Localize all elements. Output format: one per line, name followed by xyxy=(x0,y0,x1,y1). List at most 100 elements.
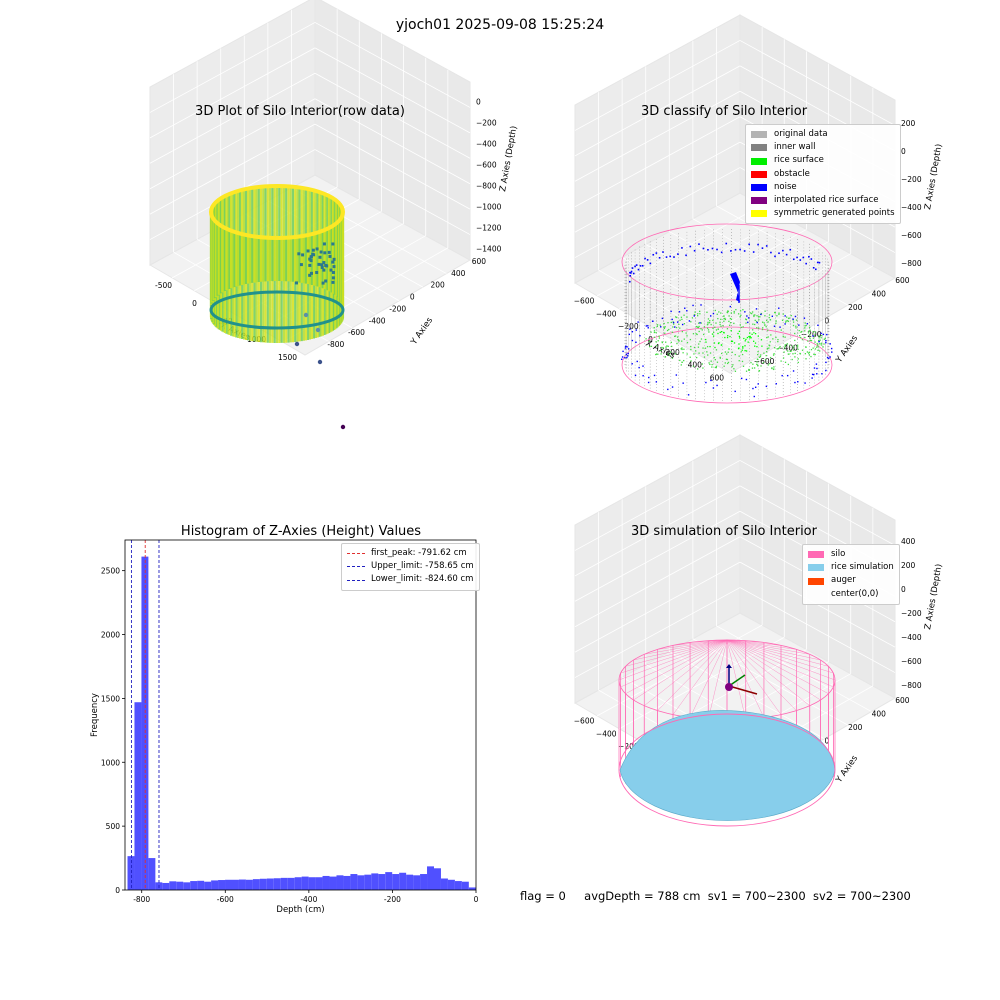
raw-obstacle-point xyxy=(320,265,324,269)
raw-top-ring xyxy=(209,184,345,240)
rice-surface-point xyxy=(716,313,718,315)
rice-surface-point xyxy=(796,346,799,348)
noise-point xyxy=(667,388,669,391)
rice-surface-point xyxy=(655,341,657,343)
rice-surface-point xyxy=(776,315,778,317)
noise-point xyxy=(810,258,813,260)
raw-obstacle-point xyxy=(306,249,310,253)
noise-point xyxy=(642,365,644,367)
rice-surface-point xyxy=(727,361,730,364)
noise-point xyxy=(744,311,746,313)
rice-surface-point xyxy=(759,316,761,318)
rice-surface-point xyxy=(775,336,777,339)
noise-point xyxy=(682,382,684,384)
rice-surface-point xyxy=(756,364,759,366)
noise-point xyxy=(797,381,799,383)
z-tick-label: −600 xyxy=(901,657,922,666)
y-axis-label: Y Axies xyxy=(834,753,861,785)
rice-surface-point xyxy=(807,332,810,334)
rice-surface-point xyxy=(683,323,686,325)
rice-surface-point xyxy=(820,337,822,339)
rice-surface-point xyxy=(714,359,716,361)
rice-surface-point xyxy=(809,339,812,341)
noise-point xyxy=(815,363,818,365)
rice-surface-point xyxy=(653,336,656,338)
x-tick-label: 0 xyxy=(192,299,197,308)
classify-legend: original data inner wall rice surface ob… xyxy=(745,124,901,225)
noise-point xyxy=(644,257,646,260)
rice-surface-point xyxy=(745,350,748,352)
noise-point xyxy=(825,361,827,364)
rice-surface-point xyxy=(695,333,697,335)
raw-obstacle-point xyxy=(320,263,324,267)
noise-point xyxy=(637,268,640,271)
noise-point xyxy=(775,383,777,385)
rice-surface-point xyxy=(714,346,716,349)
silo-roof-line xyxy=(726,639,797,711)
rice-surface-point xyxy=(764,358,767,361)
rice-surface-point xyxy=(768,314,771,316)
noise-point xyxy=(818,340,820,343)
noise-point xyxy=(812,266,815,269)
noise-point xyxy=(745,378,748,381)
y-tick-label: 0 xyxy=(410,293,415,302)
rice-surface-point xyxy=(753,332,755,334)
rice-surface-point xyxy=(686,341,689,344)
rice-surface-point xyxy=(757,365,759,367)
rice-surface-point xyxy=(724,362,726,364)
rice-surface-point xyxy=(719,321,721,323)
rice-surface-point xyxy=(719,323,721,326)
histogram-bar xyxy=(245,879,253,890)
histogram-bar xyxy=(134,702,142,890)
z-tick-label: −800 xyxy=(476,182,497,191)
x-tick-label: −600 xyxy=(574,296,595,305)
noise-point xyxy=(784,315,786,317)
x-tick-label: −600 xyxy=(574,716,595,725)
rice-surface-point xyxy=(738,337,741,339)
rice-surface-point xyxy=(709,352,712,354)
rice-surface-point xyxy=(671,331,674,333)
noise-point xyxy=(655,381,658,383)
rice-surface-point xyxy=(743,337,745,340)
rice-surface-point xyxy=(753,340,755,342)
rice-surface-point xyxy=(707,318,710,320)
z-tick-label: −1400 xyxy=(476,245,502,254)
rice-surface-point xyxy=(805,346,807,348)
rice-surface-point xyxy=(772,338,774,340)
rice-surface-point xyxy=(697,368,699,370)
raw-obstacle-point xyxy=(331,260,335,264)
z-tick-label: 400 xyxy=(901,537,916,546)
rice-surface-point xyxy=(804,353,807,355)
z-tick-label: −1000 xyxy=(476,203,502,212)
noise-point xyxy=(794,381,796,384)
rice-surface-point xyxy=(701,329,703,331)
rice-surface-point xyxy=(675,326,678,329)
silo-roof-line xyxy=(726,639,782,646)
rice-surface-point xyxy=(792,347,794,349)
rice-surface-point xyxy=(689,356,691,358)
rice-surface-point xyxy=(769,362,771,365)
z-tick-label: −400 xyxy=(901,203,922,212)
rice-surface-point xyxy=(705,338,707,341)
rice-surface-point xyxy=(707,354,709,356)
rice-surface-point xyxy=(807,352,810,354)
noise-point xyxy=(622,350,624,353)
rice-surface-point xyxy=(767,336,769,338)
noise-point xyxy=(693,249,696,252)
rice-surface-point xyxy=(681,361,683,363)
rice-surface-point xyxy=(819,339,821,341)
raw-obstacle-point xyxy=(325,264,329,268)
legend-entry-symmetric-generated-points: symmetric generated points xyxy=(751,207,895,220)
rice-surface-point xyxy=(742,326,744,328)
rice-surface-point xyxy=(670,341,672,344)
rice-surface-point xyxy=(649,345,651,348)
rice-surface-point xyxy=(715,322,717,324)
raw-outlier-point xyxy=(315,327,321,333)
rice-surface-point xyxy=(810,340,813,342)
rice-surface-point xyxy=(718,342,720,344)
rice-surface-point xyxy=(722,325,724,327)
rice-surface-point xyxy=(795,327,797,329)
noise-point xyxy=(636,360,638,363)
x-tick-label: -600 xyxy=(217,895,234,904)
noise-point xyxy=(720,251,723,254)
